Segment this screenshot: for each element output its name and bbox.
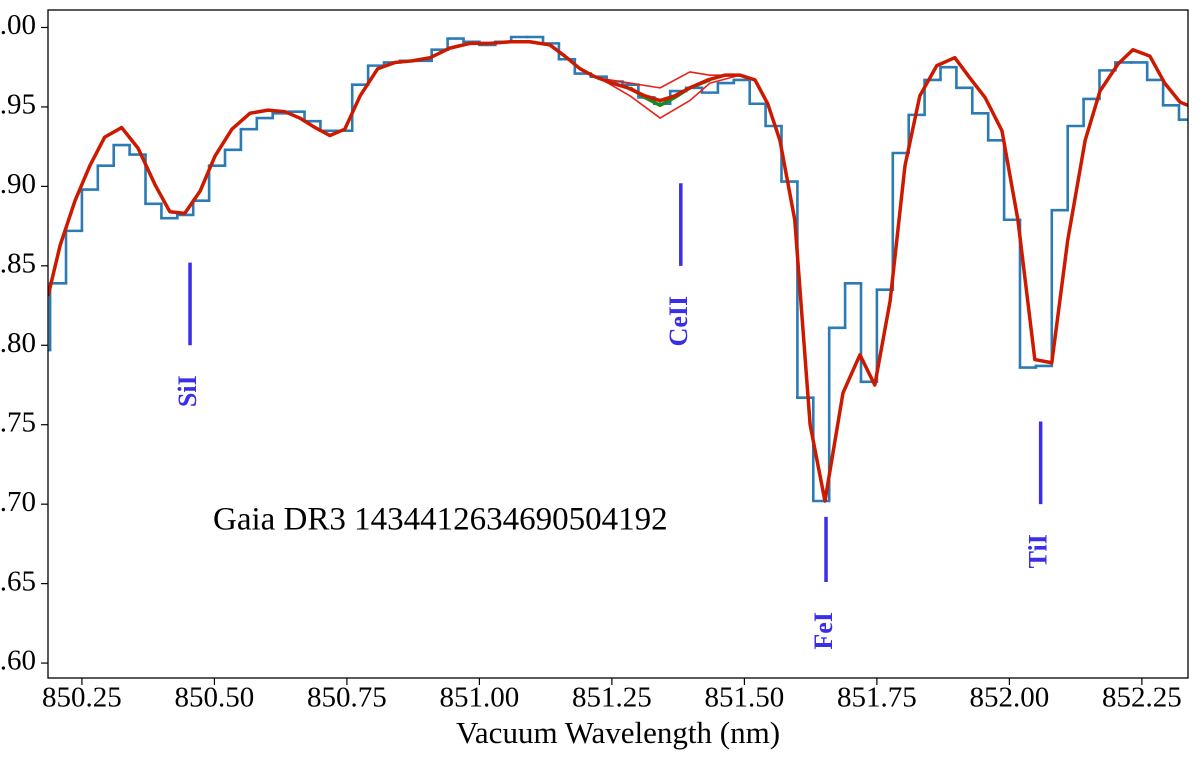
- y-tick-label: 0.60: [0, 645, 36, 677]
- y-tick-label: 1.00: [0, 9, 36, 41]
- x-tick-label: 852.25: [1102, 682, 1182, 714]
- x-tick-label: 850.75: [307, 682, 387, 714]
- y-tick-label: 0.85: [0, 247, 36, 279]
- y-tick-label: 0.65: [0, 565, 36, 597]
- x-tick-label: 850.50: [175, 682, 255, 714]
- x-tick-label: 852.00: [970, 682, 1050, 714]
- annotation: Gaia DR3 1434412634690504192: [213, 502, 668, 538]
- plot-area: [48, 35, 1188, 503]
- x-tick-label: 851.50: [705, 682, 785, 714]
- axes-frame: [47, 9, 1189, 679]
- step-connectors: [48, 37, 1181, 501]
- line: [48, 40, 1188, 503]
- line-label: TiI: [1024, 534, 1053, 568]
- x-tick-label: 851.75: [837, 682, 917, 714]
- y-tick-label: 0.70: [0, 486, 36, 518]
- line-label: SiI: [173, 375, 202, 407]
- x-axis-label: Vacuum Wavelength (nm): [456, 715, 780, 750]
- y-tick-label: 0.75: [0, 406, 36, 438]
- y-tick-label: 0.90: [0, 168, 36, 200]
- y-tick-label: 0.80: [0, 327, 36, 359]
- line: [599, 74, 741, 119]
- line-label: CeII: [664, 296, 693, 347]
- x-tick-label: 850.25: [42, 682, 122, 714]
- line-label: FeI: [809, 612, 838, 650]
- x-tick-label: 851.25: [572, 682, 652, 714]
- line: [599, 71, 741, 89]
- y-tick-label: 0.95: [0, 89, 36, 121]
- x-tick-label: 851.00: [440, 682, 520, 714]
